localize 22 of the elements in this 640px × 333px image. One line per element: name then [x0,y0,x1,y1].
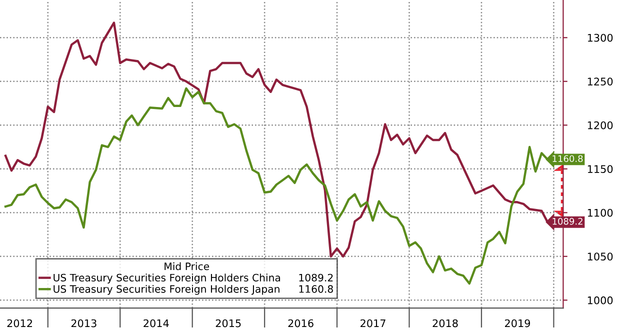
data-label: 1160.8 [552,155,583,162]
y-tick-label: 1300 [588,34,613,42]
x-tick-label: 2012 [7,319,32,328]
x-tick-label: 2013 [71,319,96,328]
text: 1089.2 [299,274,333,282]
x-tick-label: 2016 [288,319,314,328]
x-tick-label: 2015 [216,319,241,328]
legend-label: US Treasury Securities Foreign Holders China [54,274,280,284]
legend-title: Mid Price [164,262,210,270]
x-tick-label: 2014 [144,319,169,328]
x-tick-label: 2017 [360,319,386,328]
y-tick-label: 1250 [588,78,613,86]
data-label: 1089.2 [552,218,582,225]
x-tick-label: 2018 [432,319,458,328]
y-tick-label: 1200 [588,121,613,130]
y-tick-label: 1150 [588,165,613,173]
y-tick-label: 1050 [588,252,613,260]
y-tick-label: 1100 [588,208,613,217]
x-tick-label: 2019 [504,319,530,328]
y-tick-label: 1000 [588,296,613,304]
legend-label: US Treasury Securities Foreign Holders Japan [54,284,280,295]
text: 1160.8 [299,285,333,293]
